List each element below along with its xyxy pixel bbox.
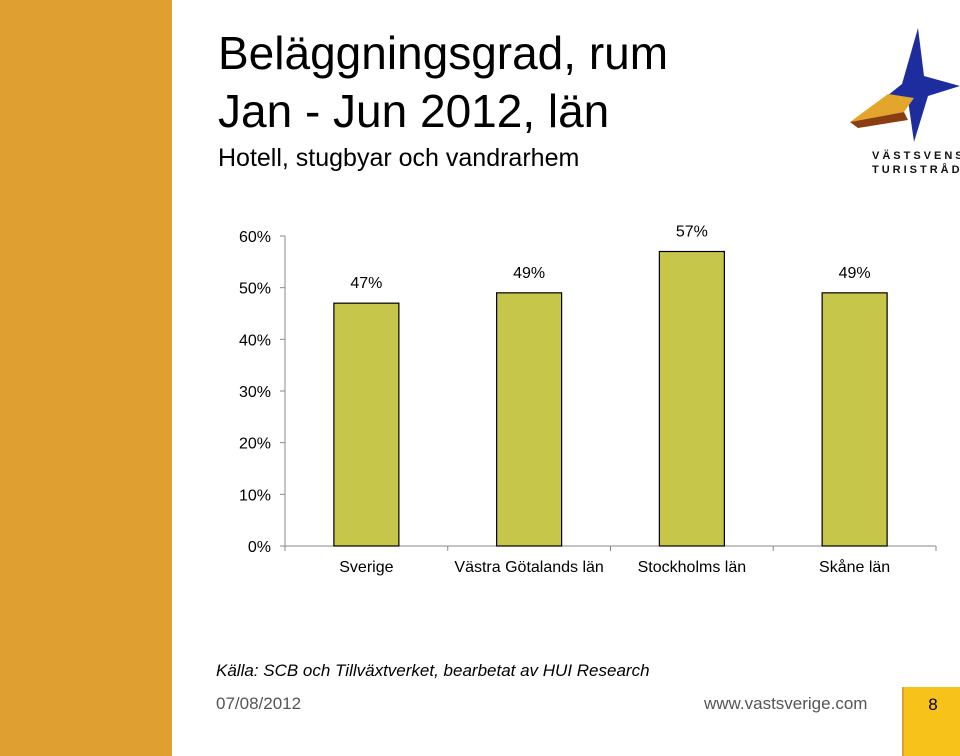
slide-title-line1: Beläggningsgrad, rum [218,27,669,79]
x-category-label: Sverige [339,559,393,576]
x-category-label: Västra Götalands län [454,559,603,576]
y-tick-label: 40% [239,332,271,349]
source-note: Källa: SCB och Tillväxtverket, bearbetat… [216,661,650,680]
y-tick-label: 0% [248,539,271,556]
y-tick-label: 60% [239,229,271,246]
y-tick-label: 20% [239,436,271,453]
bar [333,302,400,547]
data-label: 49% [513,265,545,282]
y-tick-label: 30% [239,384,271,401]
x-category-label: Stockholms län [638,559,747,576]
y-tick-label: 10% [239,487,271,504]
star-compass-logo-icon [850,28,960,142]
left-accent-band [0,0,172,756]
page-number: 8 [928,695,938,714]
x-category-label: Skåne län [819,558,890,576]
logo-text-line2: TURISTRÅDET [872,164,960,176]
slide-title-line2: Jan - Jun 2012, län [218,85,610,137]
slide-subtitle: Hotell, stugbyar och vandrarhem [218,144,580,172]
bar [821,292,888,547]
y-tick-label: 50% [239,281,271,298]
page-number-box: 8 [902,687,960,756]
footer-date: 07/08/2012 [216,694,302,713]
data-label: 49% [839,265,871,282]
data-label: 57% [676,224,708,241]
footer-url[interactable]: www.vastsverige.com [704,694,868,713]
data-label: 47% [350,275,382,292]
logo-text-line1: VÄSTSVENSKA [872,150,960,162]
bar [496,292,563,547]
bar [658,250,725,547]
